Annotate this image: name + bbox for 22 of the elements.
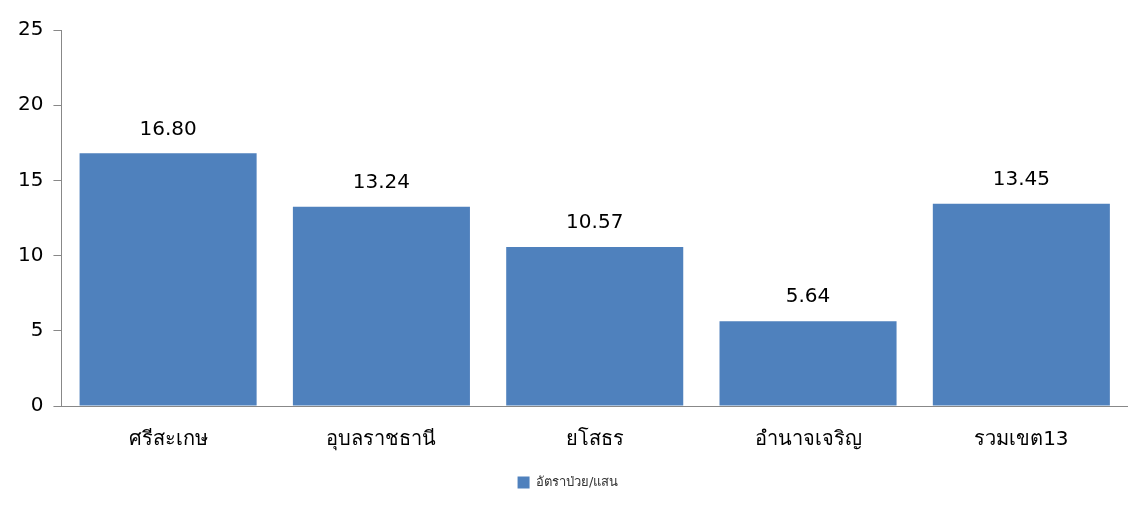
data-label: 13.45 bbox=[992, 165, 1050, 190]
x-tick-label: รวมเขต13 bbox=[974, 426, 1069, 451]
legend-label: อัตราป่วย/แสน bbox=[536, 473, 619, 489]
y-tick-label: 0 bbox=[30, 392, 44, 417]
bar bbox=[79, 153, 257, 406]
data-label: 5.64 bbox=[785, 283, 831, 308]
bar bbox=[719, 321, 897, 406]
x-tick-label: ศรีสะเกษ bbox=[128, 426, 208, 451]
bar bbox=[292, 206, 470, 406]
y-tick-label: 20 bbox=[18, 91, 44, 116]
x-tick-label: อำนาจเจริญ bbox=[754, 426, 862, 451]
data-label: 16.80 bbox=[139, 115, 197, 140]
data-label: 13.24 bbox=[352, 169, 411, 194]
y-tick-label: 15 bbox=[18, 166, 44, 191]
bar bbox=[506, 247, 684, 406]
y-tick-label: 10 bbox=[18, 241, 44, 266]
bar bbox=[932, 203, 1110, 406]
x-tick-label: ยโสธร bbox=[565, 426, 624, 451]
y-tick-label: 25 bbox=[18, 16, 44, 41]
x-tick-label: อุบลราชธานี bbox=[326, 426, 437, 452]
y-tick-label: 5 bbox=[30, 317, 44, 341]
data-label: 10.57 bbox=[566, 209, 624, 234]
